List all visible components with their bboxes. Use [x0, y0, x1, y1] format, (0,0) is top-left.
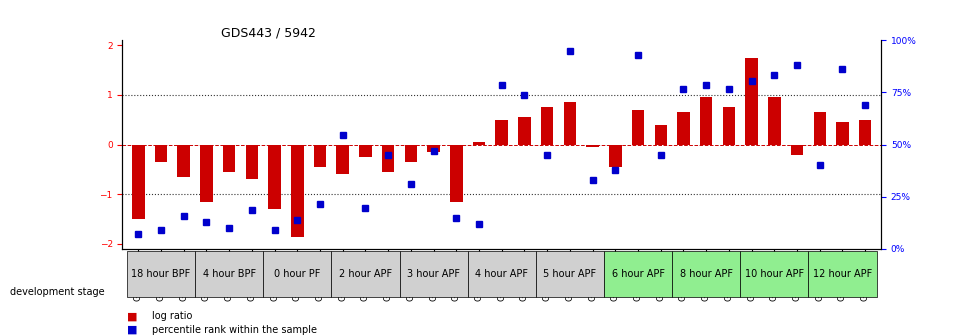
Bar — [586, 144, 599, 147]
Text: 10 hour APF: 10 hour APF — [744, 269, 803, 279]
Text: 5 hour APF: 5 hour APF — [543, 269, 596, 279]
Text: development stage: development stage — [10, 287, 105, 297]
Bar — [517, 117, 530, 144]
Text: 2 hour APF: 2 hour APF — [338, 269, 391, 279]
Bar — [268, 144, 281, 209]
Bar — [245, 144, 258, 179]
FancyBboxPatch shape — [672, 251, 739, 297]
Bar — [722, 108, 734, 144]
Bar — [223, 144, 235, 172]
FancyBboxPatch shape — [399, 251, 467, 297]
Text: 0 hour PF: 0 hour PF — [274, 269, 320, 279]
Text: 12 hour APF: 12 hour APF — [812, 269, 871, 279]
Text: 18 hour BPF: 18 hour BPF — [131, 269, 191, 279]
Bar — [677, 112, 689, 144]
FancyBboxPatch shape — [739, 251, 808, 297]
Bar — [290, 144, 303, 237]
Bar — [404, 144, 417, 162]
Bar — [313, 144, 326, 167]
Text: ■: ■ — [127, 311, 138, 321]
Bar — [631, 110, 644, 144]
Bar — [450, 144, 462, 202]
Bar — [132, 144, 145, 219]
Bar — [177, 144, 190, 177]
FancyBboxPatch shape — [195, 251, 263, 297]
FancyBboxPatch shape — [535, 251, 603, 297]
Text: 4 hour BPF: 4 hour BPF — [202, 269, 255, 279]
Bar — [768, 97, 779, 144]
Text: 6 hour APF: 6 hour APF — [611, 269, 664, 279]
Bar — [858, 120, 870, 144]
FancyBboxPatch shape — [603, 251, 672, 297]
Bar — [155, 144, 167, 162]
FancyBboxPatch shape — [808, 251, 875, 297]
Text: log ratio: log ratio — [152, 311, 192, 321]
Bar — [790, 144, 803, 155]
FancyBboxPatch shape — [127, 251, 195, 297]
Text: ■: ■ — [127, 325, 138, 335]
Bar — [744, 58, 757, 144]
Bar — [336, 144, 348, 174]
Bar — [813, 112, 825, 144]
Text: GDS443 / 5942: GDS443 / 5942 — [221, 26, 316, 39]
Bar — [472, 142, 485, 144]
Bar — [541, 108, 553, 144]
FancyBboxPatch shape — [467, 251, 535, 297]
FancyBboxPatch shape — [263, 251, 331, 297]
FancyBboxPatch shape — [331, 251, 399, 297]
Bar — [563, 102, 575, 144]
Bar — [200, 144, 212, 202]
Bar — [654, 125, 666, 144]
Text: 8 hour APF: 8 hour APF — [679, 269, 732, 279]
Bar — [495, 120, 508, 144]
Bar — [359, 144, 372, 157]
Text: 4 hour APF: 4 hour APF — [474, 269, 528, 279]
Text: 3 hour APF: 3 hour APF — [407, 269, 460, 279]
Bar — [835, 122, 848, 144]
Bar — [699, 97, 712, 144]
Bar — [427, 144, 439, 152]
Text: percentile rank within the sample: percentile rank within the sample — [152, 325, 317, 335]
Bar — [381, 144, 394, 172]
Bar — [608, 144, 621, 167]
